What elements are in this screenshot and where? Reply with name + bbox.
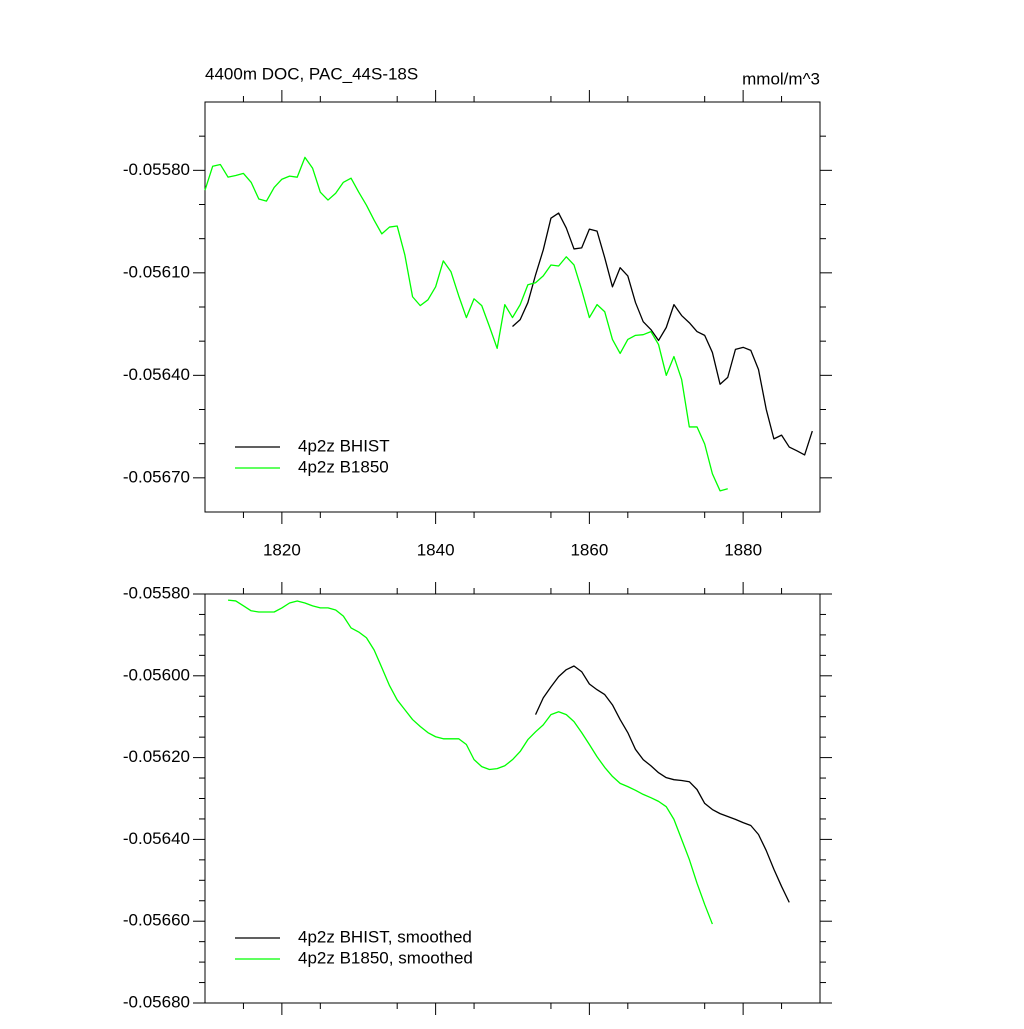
legend-label: 4p2z B1850 bbox=[298, 457, 389, 476]
y-tick-label: -0.05580 bbox=[123, 583, 190, 602]
x-tick-label: 1820 bbox=[263, 540, 301, 559]
legend-label: 4p2z BHIST bbox=[298, 436, 390, 455]
chart-title: 4400m DOC, PAC_44S-18S bbox=[205, 64, 418, 83]
y-tick-label: -0.05670 bbox=[123, 467, 190, 486]
y-tick-label: -0.05680 bbox=[123, 992, 190, 1011]
y-tick-label: -0.05610 bbox=[123, 262, 190, 281]
y-tick-label: -0.05640 bbox=[123, 365, 190, 384]
y-tick-label: -0.05640 bbox=[123, 829, 190, 848]
legend-label: 4p2z B1850, smoothed bbox=[298, 948, 473, 967]
data-line bbox=[512, 212, 813, 456]
y-tick-label: -0.05660 bbox=[123, 911, 190, 930]
data-line bbox=[534, 665, 790, 903]
data-line bbox=[204, 156, 728, 492]
legend-label: 4p2z BHIST, smoothed bbox=[298, 927, 472, 946]
units-label: mmol/m^3 bbox=[742, 69, 820, 88]
x-tick-label: 1860 bbox=[570, 540, 608, 559]
data-line bbox=[227, 599, 713, 925]
x-tick-label: 1880 bbox=[724, 540, 762, 559]
y-tick-label: -0.05600 bbox=[123, 665, 190, 684]
y-tick-label: -0.05580 bbox=[123, 160, 190, 179]
x-tick-label: 1840 bbox=[417, 540, 455, 559]
y-tick-label: -0.05620 bbox=[123, 747, 190, 766]
